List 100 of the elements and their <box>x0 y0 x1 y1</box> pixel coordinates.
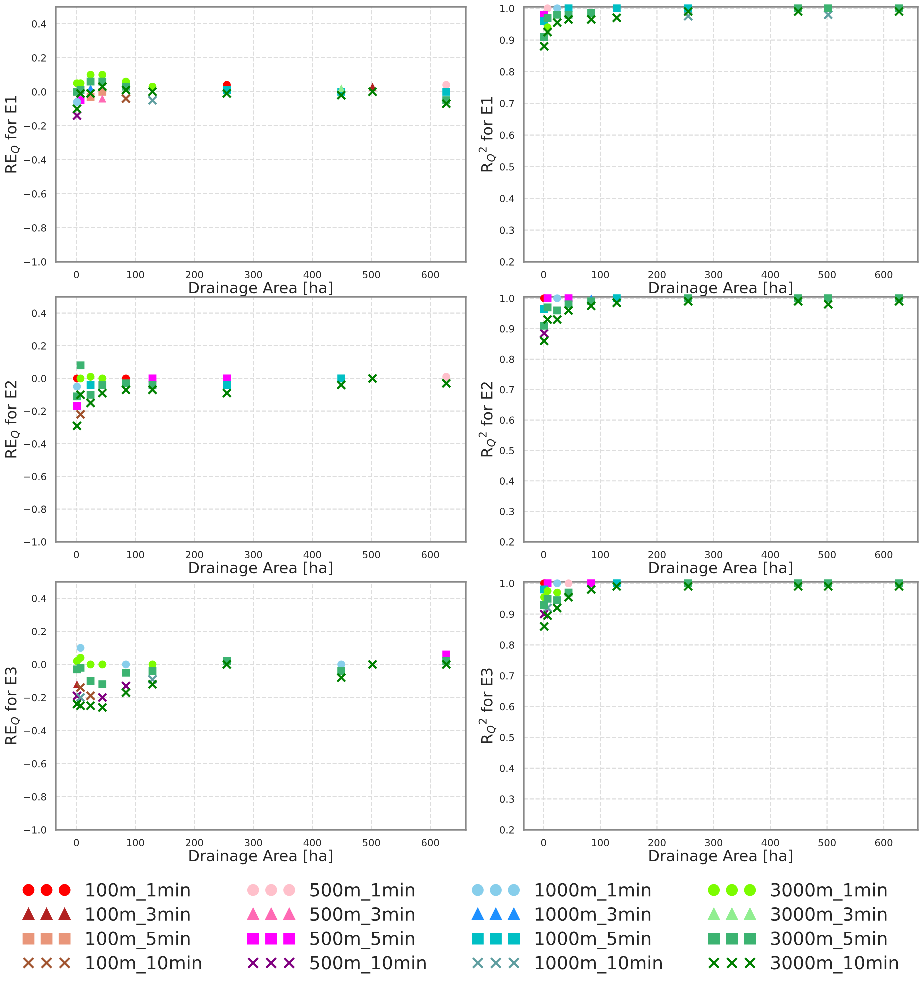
point <box>86 391 95 399</box>
point <box>793 296 804 307</box>
point <box>336 672 346 683</box>
point <box>72 110 82 121</box>
point <box>539 328 550 338</box>
legend-label: 3000m_10min <box>771 956 898 974</box>
x-tick-label: 500 <box>818 839 836 847</box>
x-tick-label: 0 <box>74 839 80 847</box>
point <box>86 381 95 390</box>
x-tick-label: 600 <box>875 839 893 847</box>
y-tick-label: 0.6 <box>500 416 514 424</box>
y-tick-label: −1.0 <box>24 538 46 546</box>
point <box>148 87 158 97</box>
y-tick-label: −0.6 <box>24 760 46 768</box>
point <box>442 378 452 389</box>
point <box>612 298 622 308</box>
y-tick-label: −0.4 <box>24 727 46 735</box>
point <box>86 677 95 686</box>
x-axis-title: Drainage Area [ha] <box>650 282 792 297</box>
point <box>121 85 132 96</box>
x-tick-label: 100 <box>592 551 610 559</box>
point <box>72 699 82 710</box>
x-tick-label: 0 <box>74 551 80 559</box>
point <box>539 609 550 620</box>
point <box>222 388 232 398</box>
y-tick-label: −1.0 <box>24 258 46 266</box>
y-axis-title: R$_{Q}$$^{2}$ for E3 <box>478 668 497 744</box>
point <box>86 78 95 86</box>
point <box>76 410 86 420</box>
point <box>564 592 574 602</box>
legend-label: 100m_3min <box>86 907 190 926</box>
legend-label: 3000m_3min <box>771 907 887 926</box>
y-tick-label: 0.6 <box>500 703 514 711</box>
y-tick-label: 0.3 <box>500 508 514 516</box>
point <box>98 82 108 92</box>
point <box>442 88 450 96</box>
x-tick-label: 500 <box>818 551 836 559</box>
y-tick-label: 0.4 <box>500 478 514 485</box>
y-axis-title: R$_{Q}$$^{2}$ for E1 <box>478 97 497 172</box>
point <box>76 664 85 672</box>
point <box>72 691 82 702</box>
point <box>86 373 95 381</box>
point <box>121 681 132 692</box>
y-tick-label: 0.0 <box>32 661 46 668</box>
point <box>613 4 621 13</box>
y-tick-label: 0.4 <box>500 764 514 772</box>
y-tick-label: 0.5 <box>500 734 514 742</box>
y-tick-label: 0.2 <box>500 538 514 546</box>
point <box>98 94 107 103</box>
y-tick-label: 0.9 <box>500 36 514 44</box>
y-tick-label: 0.0 <box>32 88 46 96</box>
y-tick-label: 1.0 <box>500 580 514 588</box>
y-tick-label: 0.7 <box>500 100 514 108</box>
point <box>98 381 107 390</box>
point <box>612 582 622 592</box>
point <box>148 667 157 676</box>
point <box>98 680 107 688</box>
x-axis-title: Drainage Area [ha] <box>190 562 332 577</box>
point <box>72 421 82 432</box>
y-tick-label: 0.3 <box>500 226 514 234</box>
x-tick-label: 500 <box>363 271 380 279</box>
x-tick-label: 300 <box>705 839 723 847</box>
y-tick-label: 0.2 <box>32 54 46 62</box>
point <box>554 294 562 302</box>
y-axis-title: RE$_{Q}$ for E2 <box>5 381 20 458</box>
x-tick-label: 400 <box>304 551 322 559</box>
point <box>894 6 904 17</box>
legend-label: 100m_1min <box>86 882 190 901</box>
x-axis-title: Drainage Area [ha] <box>650 562 792 577</box>
y-tick-label: −0.6 <box>24 473 46 480</box>
point <box>122 660 130 669</box>
point <box>544 294 552 302</box>
point <box>368 374 378 384</box>
y-tick-label: 0.2 <box>32 628 46 636</box>
x-tick-label: 200 <box>648 271 666 279</box>
point <box>76 374 85 383</box>
point <box>86 71 95 79</box>
point <box>544 587 552 596</box>
point <box>122 669 130 677</box>
y-tick-label: 0.4 <box>32 20 46 28</box>
y-axis-title: RE$_{Q}$ for E3 <box>5 668 20 744</box>
legend-label: 1000m_5min <box>536 931 651 950</box>
x-tick-label: 200 <box>648 551 666 559</box>
point <box>336 90 346 100</box>
y-tick-label: −0.8 <box>24 506 46 514</box>
x-tick-label: 600 <box>422 271 440 279</box>
point <box>793 6 804 17</box>
x-tick-label: 600 <box>875 551 893 559</box>
point <box>98 660 107 669</box>
point <box>544 595 552 603</box>
point <box>542 27 553 38</box>
y-tick-label: 0.2 <box>32 342 46 350</box>
point <box>542 603 553 614</box>
point <box>121 385 132 396</box>
point <box>824 4 832 13</box>
point <box>823 300 834 310</box>
point <box>823 10 834 20</box>
point <box>586 584 596 595</box>
x-tick-label: 300 <box>245 271 262 279</box>
point <box>148 385 158 396</box>
